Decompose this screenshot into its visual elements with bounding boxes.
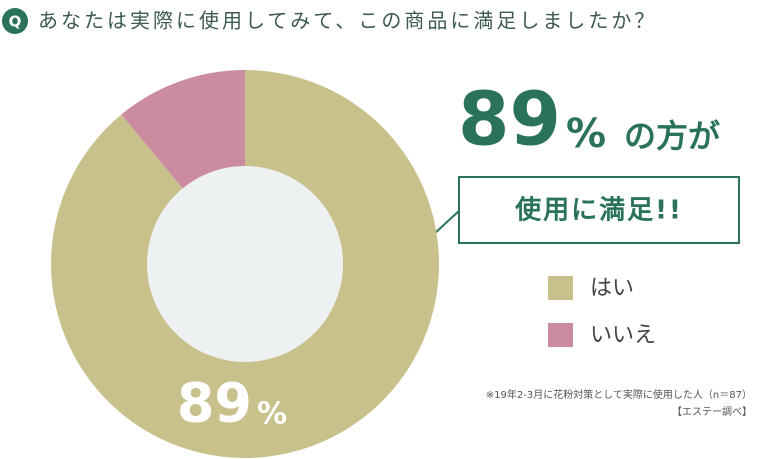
legend-label: いいえ — [590, 323, 656, 348]
legend-swatch — [548, 323, 573, 347]
footnote: ※19年2-3月に花粉対策として実際に使用した人（n＝87） — [486, 388, 752, 401]
headline-value: 89 — [458, 77, 561, 163]
legend-label: はい — [590, 276, 634, 301]
donut-hole — [147, 166, 343, 362]
data-label-unit: % — [257, 397, 287, 432]
headline-text: の方が — [624, 117, 720, 155]
legend-swatch — [548, 276, 573, 300]
chart-title: あなたは実際に使用してみて、この商品に満足しましたか？ — [38, 9, 657, 33]
callout-box — [458, 176, 740, 244]
callout: 使用に満足!! — [514, 196, 683, 226]
badge: Q — [9, 13, 22, 31]
footnote: 【エステー調べ】 — [672, 405, 752, 418]
headline-unit: % — [566, 111, 606, 157]
badge-circle — [2, 8, 28, 34]
data-label: 89 — [177, 372, 252, 435]
